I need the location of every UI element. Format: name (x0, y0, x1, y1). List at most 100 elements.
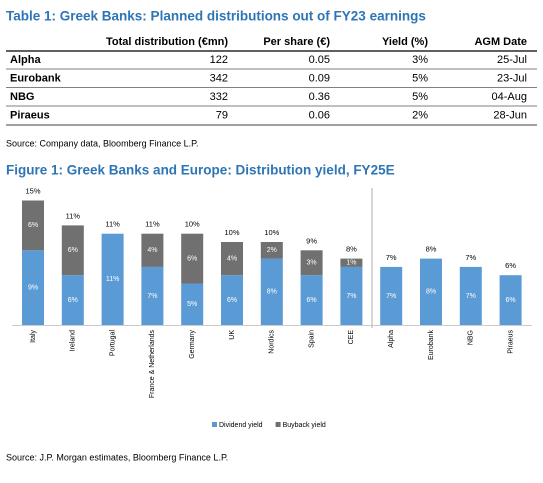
legend-label: Dividend yield (219, 422, 263, 429)
row-label: Eurobank (10, 72, 62, 84)
segment-label: 1% (346, 260, 356, 267)
segment-label: 8% (426, 289, 436, 296)
total-label: 11% (145, 220, 160, 229)
bar-segment (181, 233, 204, 284)
x-tick-label: Alpha (388, 330, 395, 348)
bar-segment (141, 266, 164, 325)
segment-label: 6% (187, 255, 197, 262)
bar-segment (499, 275, 522, 325)
bar-segment (22, 200, 44, 251)
x-tick-label: Spain (308, 330, 315, 348)
cell: 0.06 (309, 109, 330, 121)
cell: 5% (412, 91, 428, 103)
total-label: 10% (224, 228, 239, 237)
segment-label: 6% (506, 297, 516, 304)
bar-segment (260, 258, 283, 325)
segment-label: 3% (307, 260, 317, 267)
cell: 0.09 (309, 72, 330, 84)
total-label: 11% (105, 220, 120, 229)
row-label: Piraeus (10, 109, 50, 121)
bar-segment (300, 275, 323, 325)
table-title: Table 1: Greek Banks: Planned distributi… (6, 9, 426, 24)
segment-label: 6% (68, 247, 78, 254)
segment-label: 6% (28, 222, 38, 229)
total-label: 10% (264, 228, 279, 237)
column-header: Per share (€) (263, 36, 330, 48)
table-source: Source: Company data, Bloomberg Finance … (6, 138, 198, 148)
bar-segment (300, 250, 323, 276)
bar-segment (141, 233, 164, 267)
bar-segment (101, 233, 124, 325)
row-label: NBG (10, 91, 34, 103)
chart-source: Source: J.P. Morgan estimates, Bloomberg… (6, 452, 228, 462)
cell: 5% (412, 72, 428, 84)
total-label: 7% (386, 253, 397, 262)
cell: 0.05 (309, 54, 330, 66)
bar-segment (221, 275, 243, 325)
segment-label: 7% (346, 293, 356, 300)
bar-segment (260, 242, 283, 259)
total-label: 7% (465, 253, 476, 262)
cell: 0.36 (309, 91, 330, 103)
cell: 28-Jun (493, 109, 527, 121)
x-tick-label: Germany (189, 330, 196, 359)
cell: 2% (412, 109, 428, 121)
x-tick-label: Italy (30, 330, 37, 343)
column-header: AGM Date (474, 36, 527, 48)
row-label: Alpha (10, 54, 41, 66)
cell: 122 (210, 54, 228, 66)
cell: 79 (216, 109, 228, 121)
legend-label: Buyback yield (283, 422, 326, 429)
segment-label: 4% (147, 247, 157, 254)
segment-label: 8% (267, 289, 277, 296)
total-label: 6% (505, 261, 516, 270)
legend-swatch (275, 422, 281, 427)
total-label: 9% (306, 236, 317, 245)
total-label: 15% (25, 186, 40, 195)
bar-segment (459, 266, 482, 325)
bar-segment (380, 266, 403, 325)
bar-segment (61, 225, 84, 276)
column-header: Yield (%) (382, 36, 428, 48)
cell: 04-Aug (492, 91, 527, 103)
segment-label: 7% (386, 293, 396, 300)
segment-label: 11% (106, 276, 120, 283)
bar-segment (420, 258, 442, 325)
segment-label: 4% (227, 255, 237, 262)
x-tick-label: Piraeus (507, 330, 514, 354)
bar-segment (340, 258, 363, 267)
bar-segment (61, 275, 84, 325)
cell: 342 (210, 72, 228, 84)
x-tick-label: Portugal (109, 330, 116, 357)
segment-label: 5% (187, 301, 197, 308)
segment-label: 6% (68, 297, 78, 304)
bar-segment (181, 283, 204, 325)
x-tick-label: UK (229, 330, 236, 340)
x-tick-label: CEE (348, 330, 355, 345)
bar-segment (340, 266, 363, 325)
total-label: 8% (426, 245, 437, 254)
legend-swatch (212, 422, 217, 427)
chart-title: Figure 1: Greek Banks and Europe: Distri… (6, 163, 395, 178)
segment-label: 7% (466, 293, 476, 300)
cell: 25-Jul (497, 54, 527, 66)
cell: 23-Jul (497, 72, 527, 84)
cell: 332 (210, 91, 228, 103)
x-tick-label: Ireland (70, 330, 77, 352)
segment-label: 2% (267, 247, 277, 254)
segment-label: 7% (147, 293, 157, 300)
cell: 3% (412, 54, 428, 66)
total-label: 8% (346, 245, 357, 254)
x-tick-label: Nordics (269, 330, 276, 354)
segment-label: 6% (307, 297, 317, 304)
x-tick-label: Eurobank (428, 330, 435, 360)
x-tick-label: France & Netherlands (149, 330, 156, 399)
total-label: 11% (66, 211, 81, 220)
segment-label: 9% (28, 284, 38, 291)
total-label: 10% (185, 220, 200, 229)
bar-segment (22, 250, 44, 325)
bar-segment (221, 242, 243, 276)
x-tick-label: NBG (468, 330, 475, 345)
segment-label: 6% (227, 297, 237, 304)
